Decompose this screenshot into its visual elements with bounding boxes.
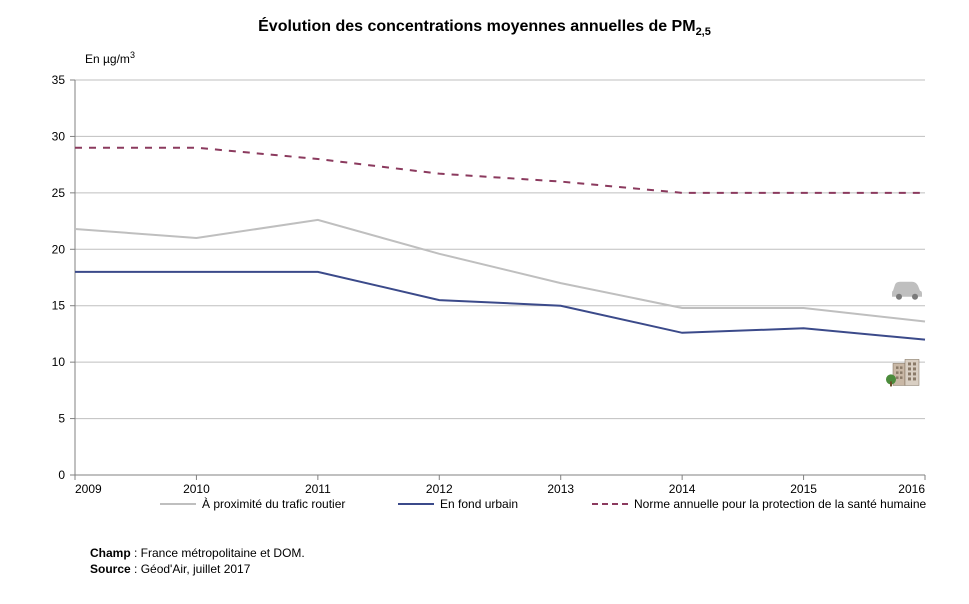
city-icon [886, 359, 919, 386]
svg-text:2010: 2010 [183, 482, 210, 496]
car-icon [892, 282, 922, 300]
footer-champ-label: Champ [90, 546, 131, 560]
legend-label-trafic: À proximité du trafic routier [202, 497, 345, 511]
legend-label-fond: En fond urbain [440, 497, 518, 511]
footer-source-value: : Géod'Air, juillet 2017 [131, 562, 251, 576]
series-trafic [75, 220, 925, 322]
svg-text:35: 35 [52, 73, 66, 87]
svg-text:25: 25 [52, 186, 66, 200]
legend-swatch-norme [592, 503, 628, 505]
legend-swatch-fond [398, 503, 434, 505]
footer-notes: Champ : France métropolitaine et DOM. So… [90, 545, 305, 577]
svg-text:2014: 2014 [669, 482, 696, 496]
svg-text:15: 15 [52, 299, 66, 313]
legend-swatch-trafic [160, 503, 196, 505]
footer-source-label: Source [90, 562, 131, 576]
svg-text:2012: 2012 [426, 482, 453, 496]
chart-plot: 0 5 10 15 20 25 30 35 2009 2010 2011 2012 2013 2014 20… [30, 35, 969, 520]
legend-item-trafic: À proximité du trafic routier [160, 497, 345, 511]
chart-title-main: Évolution des concentrations moyennes an… [258, 18, 695, 35]
svg-text:5: 5 [58, 412, 65, 426]
legend-item-norme: Norme annuelle pour la protection de la … [592, 497, 926, 511]
footer-champ-value: : France métropolitaine et DOM. [131, 546, 305, 560]
svg-text:2011: 2011 [305, 482, 331, 496]
footer-champ: Champ : France métropolitaine et DOM. [90, 545, 305, 561]
footer-source: Source : Géod'Air, juillet 2017 [90, 561, 305, 577]
svg-text:10: 10 [52, 355, 66, 369]
svg-text:30: 30 [52, 129, 66, 143]
svg-text:2009: 2009 [75, 482, 102, 496]
svg-text:20: 20 [52, 242, 66, 256]
svg-text:0: 0 [58, 468, 65, 482]
svg-text:2016: 2016 [898, 482, 925, 496]
legend-item-fond: En fond urbain [398, 497, 518, 511]
svg-text:2015: 2015 [790, 482, 817, 496]
chart-container: Évolution des concentrations moyennes an… [0, 0, 969, 604]
svg-text:2013: 2013 [547, 482, 574, 496]
legend-label-norme: Norme annuelle pour la protection de la … [634, 497, 926, 511]
series-norme [75, 148, 925, 193]
